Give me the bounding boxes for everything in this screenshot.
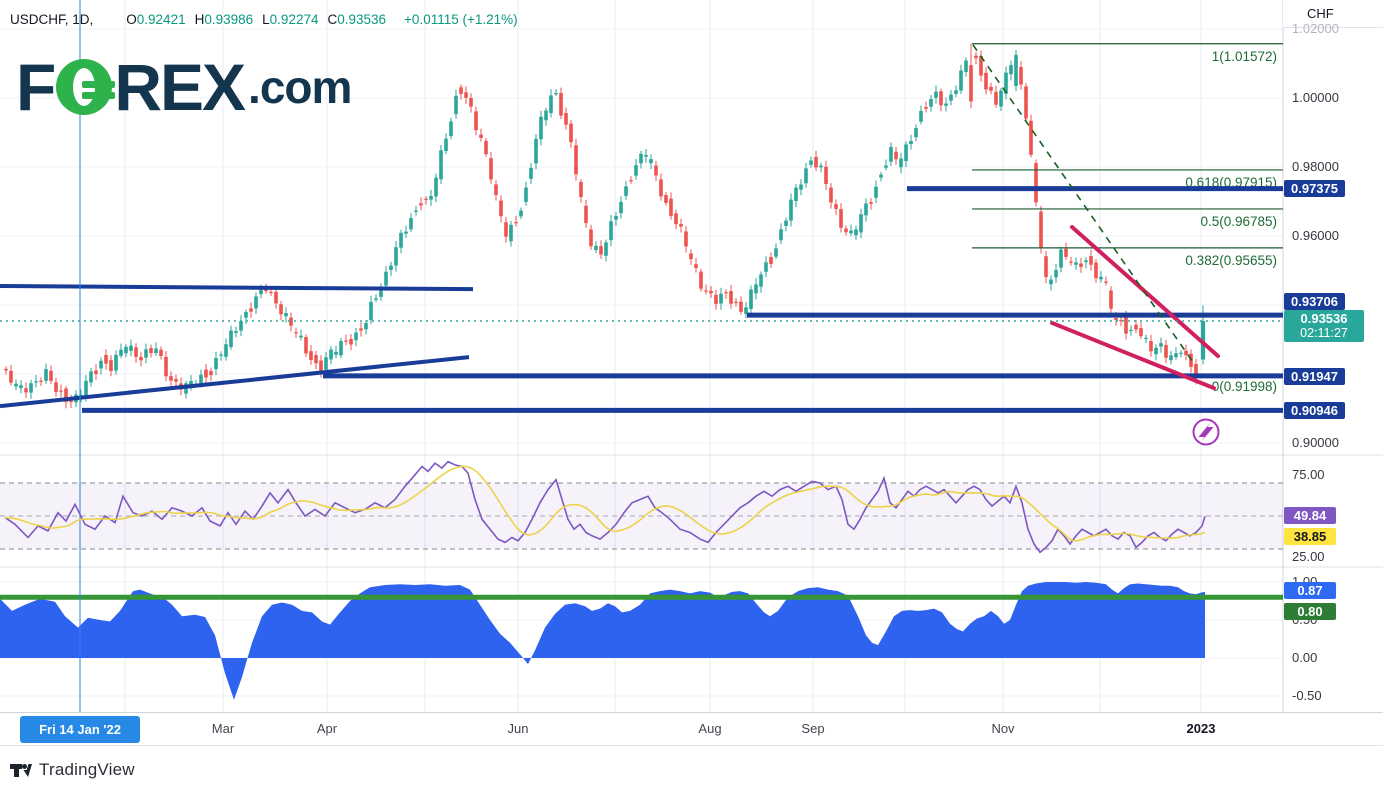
axis-tick: 0.96000 xyxy=(1292,228,1339,243)
axis-tick: 0.90000 xyxy=(1292,435,1339,450)
crosshair-date-badge: Fri 14 Jan '22 xyxy=(20,716,140,743)
price-level-badge: 0.80 xyxy=(1284,603,1336,620)
correlation-area xyxy=(0,582,1283,700)
forex-com-logo: F REX .com xyxy=(16,50,352,124)
axis-tick: 1.02000 xyxy=(1292,21,1339,36)
logo-dot-com: .com xyxy=(248,61,352,113)
tradingview-attribution[interactable]: TradingView xyxy=(10,760,135,780)
time-axis[interactable]: Mar Apr Jun Aug Sep Nov 2023 Fri 14 Jan '22 xyxy=(0,712,1383,746)
chart-canvas[interactable]: 1(1.01572)0.618(0.97915)0.5(0.96785)0.38… xyxy=(0,0,1383,745)
month-label: Nov xyxy=(991,721,1015,736)
price-level-badge: 0.93706 xyxy=(1284,293,1345,310)
axis-tick: 0.00 xyxy=(1292,650,1318,665)
rsi-indicator xyxy=(4,460,1206,554)
price-level-badge: 0.91947 xyxy=(1284,368,1345,385)
trendline-wedge-bottom[interactable] xyxy=(1050,320,1216,391)
candles[interactable] xyxy=(4,43,1206,409)
bar-countdown: 02:11:27 xyxy=(1300,326,1348,340)
logo-letters-rex: REX xyxy=(114,50,246,124)
logo-o-icon xyxy=(56,59,116,115)
trendline-channel-top[interactable] xyxy=(0,284,474,292)
ohlc-item: H0.93986 xyxy=(194,12,254,27)
current-price-badge: 0.93536 02:11:27 xyxy=(1284,310,1364,342)
tradingview-label: TradingView xyxy=(39,760,135,779)
symbol-title: USDCHF, 1D, xyxy=(10,12,94,27)
fib-label: 0.382(0.95655) xyxy=(1185,253,1277,268)
lightning-marker[interactable] xyxy=(1192,418,1220,446)
price-level-badge: 0.90946 xyxy=(1284,402,1345,419)
logo-letter-f: F xyxy=(16,50,56,124)
price-axis[interactable]: CHF 1.02000 1.00000 0.98000 0.96000 0.90000 7… xyxy=(1283,0,1383,745)
price-level-badge: 49.84 xyxy=(1284,507,1336,524)
month-label: Mar xyxy=(211,721,235,736)
axis-tick: 25.00 xyxy=(1292,549,1325,565)
ohlc-item: C0.93536 xyxy=(327,12,387,27)
month-label: Aug xyxy=(698,721,722,736)
rsi-line xyxy=(4,460,1206,554)
fib-label: 0(0.91998) xyxy=(1212,379,1277,394)
rsi-signal-line xyxy=(4,465,1206,542)
axis-tick: 75.00 xyxy=(1292,466,1325,482)
fib-label: 0.5(0.96785) xyxy=(1200,214,1277,229)
ohlc-item: L0.92274 xyxy=(262,12,319,27)
month-label: Apr xyxy=(316,721,338,736)
tradingview-icon xyxy=(10,763,32,777)
change-value: +0.01115 (+1.21%) xyxy=(404,12,518,27)
price-level-badge: 0.87 xyxy=(1284,582,1336,599)
month-label: 2023 xyxy=(1186,721,1216,736)
month-label: Sep xyxy=(801,721,825,736)
axis-tick: -0.50 xyxy=(1292,688,1322,703)
trendline-channel-bottom[interactable] xyxy=(0,355,470,409)
price-level-badge: 0.97375 xyxy=(1284,180,1345,197)
symbol-legend[interactable]: USDCHF, 1D, O0.92421 H0.93986 L0.92274 C0.9… xyxy=(10,12,518,27)
footer-strip: TradingView xyxy=(0,746,1383,793)
axis-tick: 1.00000 xyxy=(1292,90,1339,105)
pane-separators xyxy=(0,0,1383,745)
ohlc-item: O0.92421 xyxy=(126,12,186,27)
fib-label: 1(1.01572) xyxy=(1212,49,1277,64)
fib-retracement[interactable]: 1(1.01572)0.618(0.97915)0.5(0.96785)0.38… xyxy=(972,43,1283,394)
axis-currency-label: CHF xyxy=(1283,0,1383,28)
price-level-badge: 38.85 xyxy=(1284,528,1336,545)
current-price-value: 0.93536 xyxy=(1300,311,1348,326)
axis-tick: 0.98000 xyxy=(1292,159,1339,174)
ohlc-values: O0.92421 H0.93986 L0.92274 C0.93536 xyxy=(126,12,395,27)
month-label: Jun xyxy=(507,721,529,736)
